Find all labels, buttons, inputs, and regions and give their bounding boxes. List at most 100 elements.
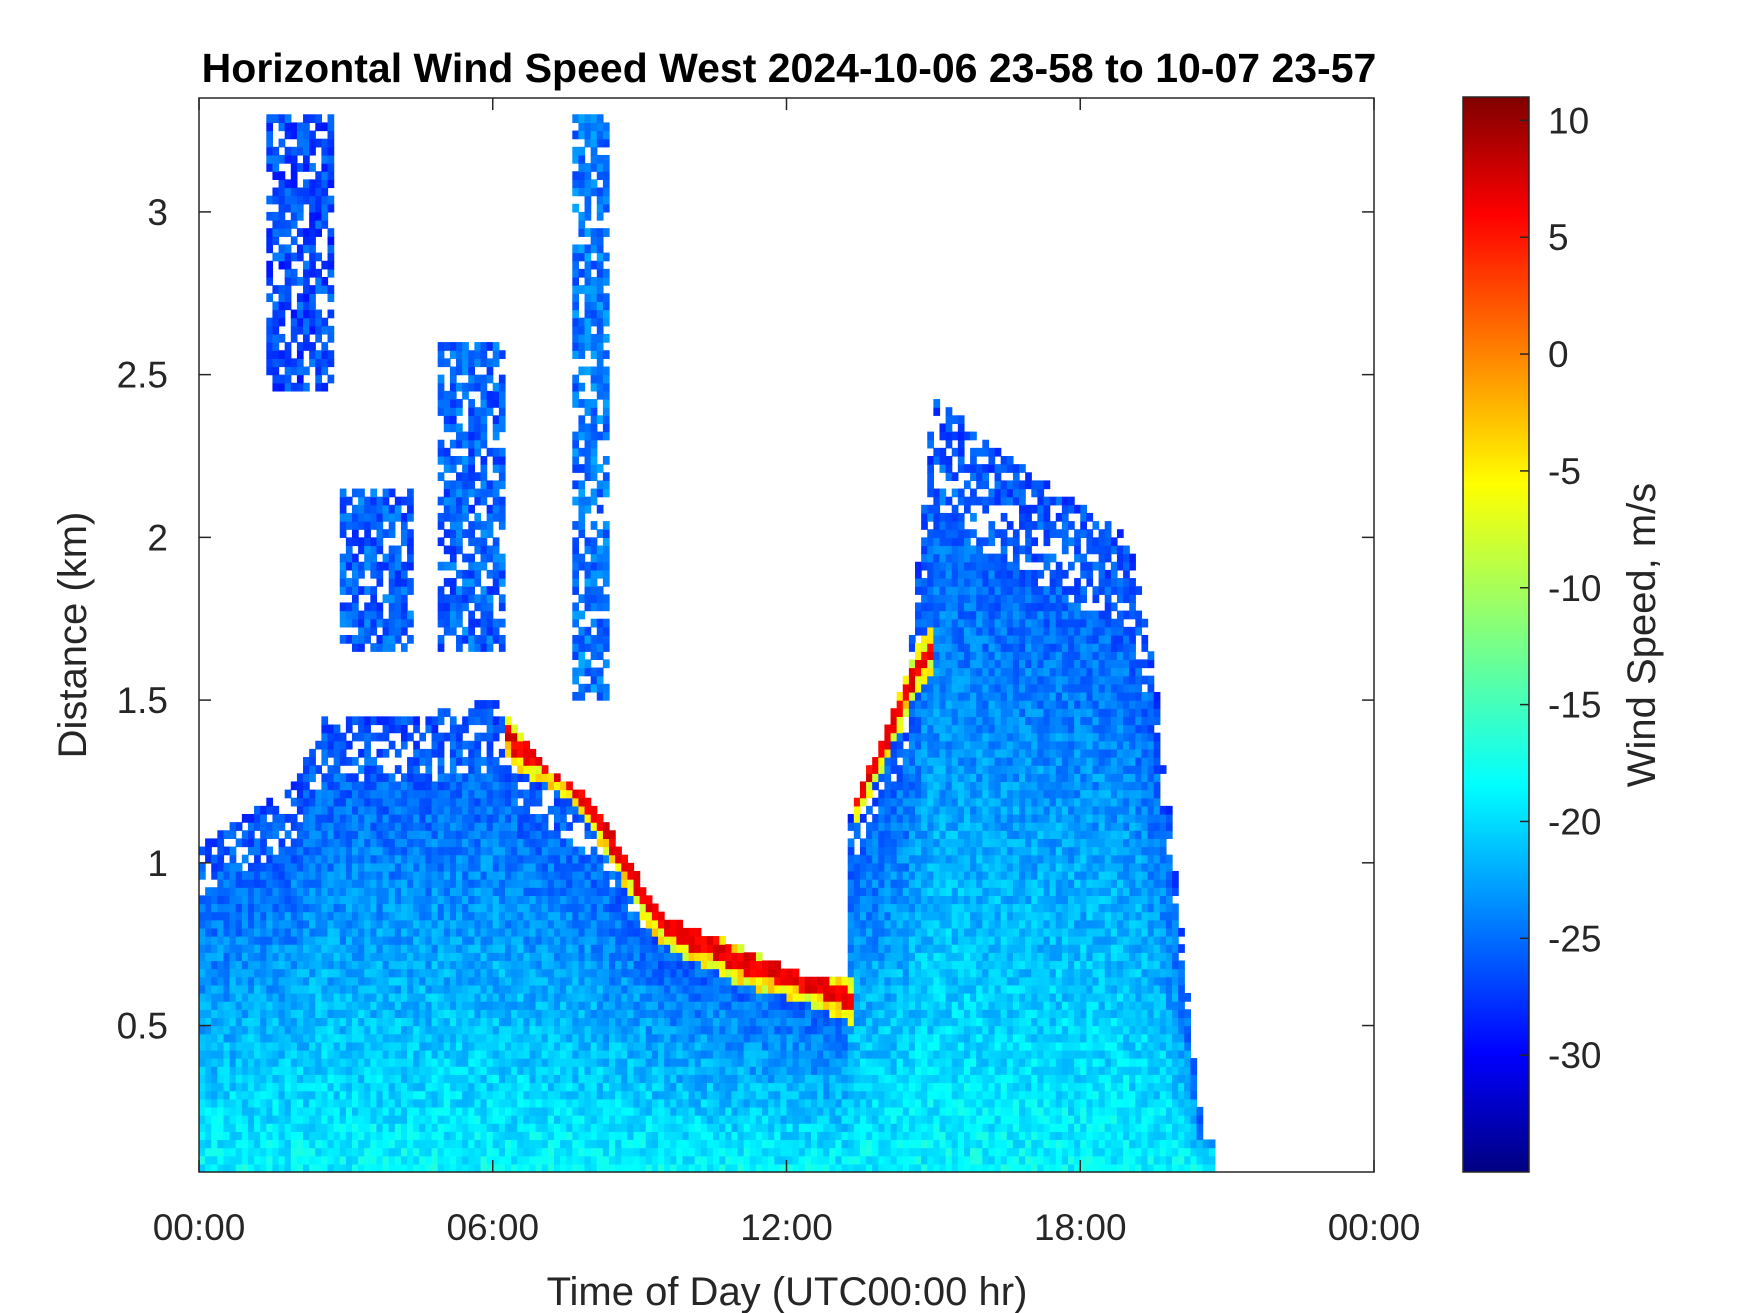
heatmap-cell — [284, 350, 292, 359]
heatmap-cell — [303, 814, 310, 823]
heatmap-cell — [370, 512, 378, 522]
heatmap-cell — [327, 203, 335, 213]
heatmap-cell — [339, 1163, 347, 1173]
heatmap-cell — [407, 1131, 414, 1141]
heatmap-cell — [566, 1115, 573, 1124]
heatmap-cell — [443, 407, 451, 416]
heatmap-cell — [376, 496, 384, 506]
heatmap-cell — [572, 1090, 580, 1100]
heatmap-cell — [609, 1139, 616, 1149]
heatmap-cell — [400, 1025, 408, 1035]
heatmap-cell — [596, 195, 604, 205]
heatmap-cell — [394, 1025, 402, 1035]
heatmap-cell — [437, 805, 445, 815]
heatmap-cell — [719, 1041, 726, 1051]
heatmap-cell — [303, 830, 310, 840]
heatmap-cell — [621, 984, 628, 994]
heatmap-cell — [296, 773, 304, 783]
heatmap-cell — [486, 1106, 494, 1116]
heatmap-cell — [205, 887, 212, 896]
heatmap-cell — [376, 1049, 384, 1059]
heatmap-cell — [449, 716, 457, 726]
heatmap-cell — [578, 1001, 586, 1010]
heatmap-cell — [400, 1123, 408, 1132]
heatmap-cell — [345, 870, 353, 880]
heatmap-cell — [474, 374, 482, 384]
heatmap-cell — [437, 390, 445, 400]
heatmap-cell — [394, 797, 402, 807]
heatmap-cell — [498, 1082, 506, 1092]
heatmap-cell — [284, 1155, 292, 1165]
heatmap-cell — [529, 748, 537, 758]
heatmap-cell — [670, 919, 677, 929]
heatmap-cell — [449, 1106, 457, 1116]
heatmap-cell — [437, 716, 445, 726]
heatmap-cell — [272, 114, 280, 124]
heatmap-cell — [413, 936, 420, 945]
heatmap-cell — [376, 919, 384, 929]
heatmap-cell — [364, 1001, 371, 1010]
heatmap-cell — [413, 1033, 420, 1043]
heatmap-cell — [272, 1001, 280, 1010]
heatmap-cell — [290, 195, 298, 205]
heatmap-cell — [578, 366, 586, 376]
heatmap-cell — [602, 1001, 610, 1010]
heatmap-cell — [376, 879, 384, 888]
heatmap-cell — [407, 838, 414, 848]
heatmap-cell — [498, 456, 506, 465]
heatmap-cell — [719, 952, 726, 962]
heatmap-cell — [572, 927, 580, 937]
heatmap-cell — [535, 919, 543, 929]
heatmap-cell — [382, 1163, 390, 1173]
heatmap-cell — [303, 879, 310, 888]
heatmap-cell — [284, 862, 292, 872]
heatmap-cell — [462, 578, 469, 587]
heatmap-cell — [321, 822, 329, 831]
heatmap-cell — [327, 1041, 335, 1051]
heatmap-cell — [578, 244, 586, 254]
heatmap-cell — [241, 1082, 249, 1092]
heatmap-cell — [645, 1123, 653, 1132]
heatmap-cell — [303, 1123, 310, 1132]
heatmap-cell — [609, 903, 616, 913]
heatmap-cell — [682, 1049, 690, 1059]
heatmap-cell — [541, 984, 549, 994]
heatmap-cell — [407, 1115, 414, 1124]
heatmap-cell — [400, 797, 408, 807]
heatmap-cell — [462, 504, 469, 514]
heatmap-cell — [260, 805, 267, 815]
heatmap-cell — [266, 984, 274, 994]
heatmap-cell — [394, 1123, 402, 1132]
heatmap-cell — [431, 1147, 439, 1157]
heatmap-cell — [309, 1001, 316, 1010]
heatmap-cell — [462, 439, 469, 449]
heatmap-cell — [400, 805, 408, 815]
heatmap-cell — [480, 529, 488, 538]
heatmap-cell — [535, 944, 543, 953]
heatmap-cell — [590, 578, 598, 587]
heatmap-cell — [504, 952, 512, 962]
heatmap-cell — [517, 984, 524, 994]
heatmap-cell — [327, 195, 335, 205]
heatmap-cell — [462, 1041, 469, 1051]
heatmap-cell — [303, 952, 310, 962]
heatmap-cell — [272, 252, 280, 262]
heatmap-cell — [419, 944, 427, 953]
heatmap-cell — [388, 854, 396, 864]
heatmap-cell — [290, 993, 298, 1002]
heatmap-cell — [474, 814, 482, 823]
heatmap-cell — [235, 1147, 243, 1157]
heatmap-cell — [290, 187, 298, 197]
heatmap-cell — [553, 984, 561, 994]
heatmap-cell — [566, 1123, 573, 1132]
heatmap-cell — [443, 561, 451, 571]
heatmap-cell — [609, 887, 616, 896]
heatmap-cell — [578, 993, 586, 1002]
heatmap-cell — [566, 1082, 573, 1092]
heatmap-cell — [615, 854, 622, 864]
heatmap-cell — [602, 952, 610, 962]
heatmap-cell — [615, 936, 622, 945]
heatmap-cell — [321, 879, 329, 888]
heatmap-cell — [382, 1009, 390, 1019]
heatmap-cell — [474, 537, 482, 547]
